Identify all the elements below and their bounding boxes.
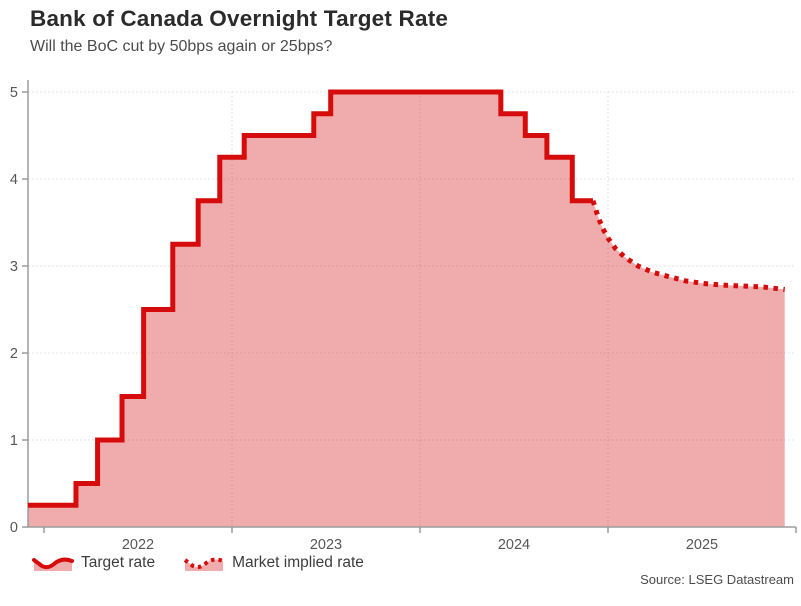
market-implied-line xyxy=(590,199,786,292)
y-axis-label: 0 xyxy=(10,520,18,536)
y-axis-label: 1 xyxy=(10,433,18,449)
legend-label: Target rate xyxy=(81,553,156,571)
dotted-line-swatch-icon xyxy=(183,557,224,571)
source-attribution: Source: LSEG Datastream xyxy=(640,572,794,587)
x-axis-label: 2023 xyxy=(310,537,342,553)
legend-item-market-implied-rate: Market implied rate xyxy=(183,553,364,572)
x-axis-label: 2024 xyxy=(498,537,530,553)
page-title: Bank of Canada Overnight Target Rate xyxy=(30,6,449,31)
page-subtitle: Will the BoC cut by 50bps again or 25bps… xyxy=(30,38,333,55)
y-axis-label: 2 xyxy=(10,346,18,362)
y-axis-label: 3 xyxy=(10,259,18,275)
x-axis-label: 2025 xyxy=(686,537,718,553)
y-axis-label: 5 xyxy=(10,85,18,101)
solid-line-swatch-icon xyxy=(32,557,74,571)
y-axis-label: 4 xyxy=(10,172,18,188)
legend-item-target-rate: Target rate xyxy=(32,553,155,572)
x-axis-label: 2022 xyxy=(122,537,154,553)
legend-label: Market implied rate xyxy=(232,553,364,571)
target-rate-line xyxy=(28,89,593,508)
chart-legend: Target rate Market implied rate xyxy=(32,553,364,572)
